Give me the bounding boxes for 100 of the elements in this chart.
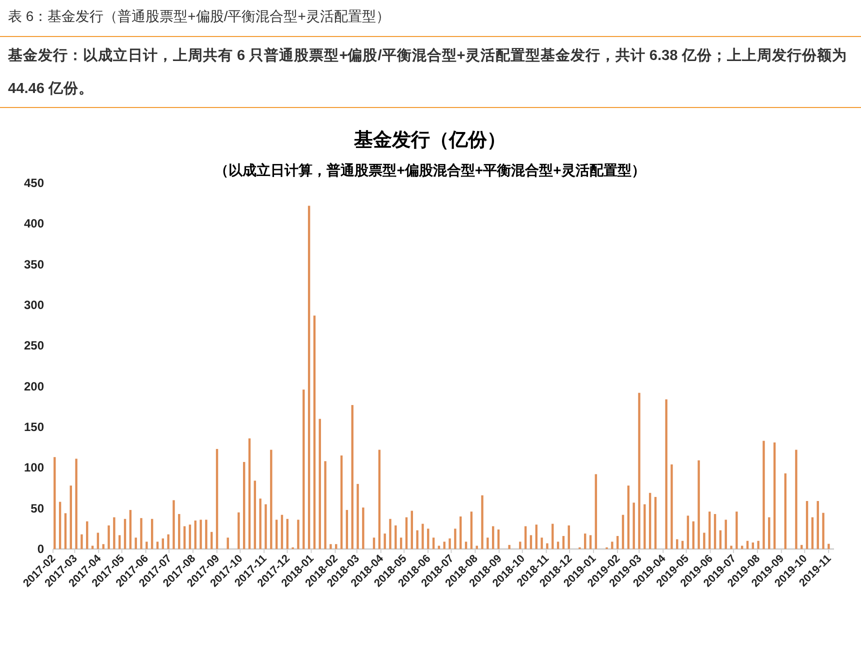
bar xyxy=(432,538,435,549)
bar xyxy=(335,544,338,549)
bar xyxy=(210,532,213,549)
bar xyxy=(188,524,192,549)
text: 表 6：基金发行（普通股票型+偏股/平衡混合型+灵活配置型） xyxy=(8,8,390,26)
bar xyxy=(443,542,446,549)
bar xyxy=(492,526,494,549)
bar xyxy=(556,542,560,549)
bar xyxy=(162,538,164,549)
y-tick-label: 100 xyxy=(24,460,44,475)
bar xyxy=(497,529,500,549)
bar xyxy=(627,486,630,549)
bar xyxy=(108,525,110,549)
bar xyxy=(75,458,78,549)
bar xyxy=(200,520,202,549)
bar xyxy=(816,501,819,549)
bar xyxy=(448,538,451,549)
bar xyxy=(362,508,364,549)
bar xyxy=(308,206,310,549)
bar xyxy=(384,534,386,549)
bar xyxy=(562,536,565,549)
bar xyxy=(378,450,381,549)
bar xyxy=(454,528,456,549)
bar xyxy=(129,510,132,549)
bar xyxy=(216,448,218,549)
bar xyxy=(470,512,473,549)
bar xyxy=(58,502,62,549)
bar xyxy=(302,390,305,549)
bar xyxy=(416,530,418,549)
bar xyxy=(124,518,126,549)
bar xyxy=(708,512,711,549)
bar xyxy=(632,502,635,549)
bar xyxy=(150,518,154,549)
bar xyxy=(356,484,359,549)
bar xyxy=(486,538,489,549)
y-tick-label: 400 xyxy=(24,216,44,231)
bar xyxy=(178,514,180,549)
bar xyxy=(346,510,348,549)
bar xyxy=(730,546,732,549)
bar xyxy=(134,538,137,549)
bar xyxy=(806,501,808,549)
bar xyxy=(530,535,532,549)
bar xyxy=(757,540,760,549)
bar xyxy=(460,516,462,549)
bar xyxy=(568,525,570,549)
bar xyxy=(330,544,332,549)
bar xyxy=(156,542,159,549)
bar xyxy=(242,462,246,549)
bar xyxy=(172,500,175,549)
bar xyxy=(394,525,397,549)
bar xyxy=(795,450,798,549)
y-tick-label: 250 xyxy=(24,338,44,353)
bar xyxy=(476,546,478,549)
bar xyxy=(146,542,148,549)
bar xyxy=(264,504,267,549)
bar xyxy=(692,521,694,549)
bar xyxy=(638,392,640,549)
bar xyxy=(389,518,392,549)
bar xyxy=(762,440,765,549)
bar xyxy=(622,514,624,549)
chart-subtitle: （以成立日计算，普通股票型+偏股混合型+平衡混合型+灵活配置型） xyxy=(214,162,646,178)
bar xyxy=(167,534,170,549)
bar xyxy=(351,405,354,549)
bar xyxy=(313,316,316,549)
bar xyxy=(752,542,754,549)
bar xyxy=(205,520,208,549)
y-tick-label: 0 xyxy=(37,542,44,556)
bar xyxy=(194,520,196,549)
bar xyxy=(259,498,262,549)
bar xyxy=(464,542,468,549)
bar xyxy=(768,517,770,549)
bar xyxy=(91,546,94,549)
bar xyxy=(811,517,814,549)
bar xyxy=(828,544,830,549)
bar xyxy=(719,530,722,549)
bar xyxy=(724,520,727,549)
y-tick-label: 200 xyxy=(24,379,44,394)
bar xyxy=(275,520,278,549)
bar xyxy=(698,460,700,549)
bar xyxy=(410,510,413,549)
bar xyxy=(270,450,272,549)
bar xyxy=(594,474,598,549)
bar xyxy=(70,486,72,549)
bar xyxy=(86,521,88,549)
bar xyxy=(102,544,104,549)
bar xyxy=(422,524,424,549)
bar xyxy=(584,534,586,549)
bar xyxy=(183,526,186,549)
bar xyxy=(427,528,430,549)
bar xyxy=(784,473,786,549)
bar xyxy=(96,532,100,549)
bar xyxy=(654,496,657,549)
bar xyxy=(589,535,592,549)
bar xyxy=(740,546,744,549)
bar xyxy=(400,538,402,549)
bar xyxy=(280,514,284,549)
bar xyxy=(113,517,116,549)
bar xyxy=(665,399,668,549)
bar xyxy=(736,512,738,549)
bar xyxy=(238,512,240,549)
